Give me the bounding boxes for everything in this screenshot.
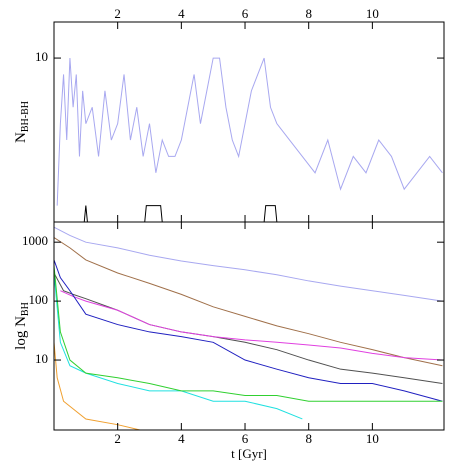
y-axis-label: log NBH (13, 302, 31, 350)
x-tick-label: 2 (114, 6, 121, 21)
series-line (56, 57, 443, 206)
series-line (54, 272, 303, 420)
x-tick-label: 4 (178, 431, 185, 446)
series-line (54, 237, 443, 367)
y-tick-label: 100 (29, 292, 49, 307)
x-tick-label: 2 (114, 431, 121, 446)
y-axis-label-sub: BH (20, 302, 31, 316)
series-line (54, 342, 141, 430)
x-tick-label: 10 (366, 431, 379, 446)
y-axis-label-main: N (13, 132, 29, 143)
x-tick-label: 6 (242, 431, 249, 446)
series-line (54, 265, 443, 402)
series-line (54, 205, 443, 222)
plot-frame (53, 21, 445, 223)
series-line (54, 226, 443, 302)
series-line (60, 290, 443, 361)
y-tick-label: 10 (35, 351, 48, 366)
y-tick-label: 10 (35, 49, 48, 64)
x-tick-label: 8 (305, 431, 312, 446)
y-tick-label: 1000 (22, 233, 48, 248)
y-axis-label-sub: BH-BH (20, 101, 31, 132)
series-line (54, 259, 443, 402)
y-axis-label-main: log N (13, 316, 29, 350)
x-axis-label: t [Gyr] (231, 446, 267, 461)
x-tick-label: 8 (305, 6, 312, 21)
y-axis-label: NBH-BH (13, 101, 31, 143)
x-tick-label: 4 (178, 6, 185, 21)
x-tick-label: 10 (366, 6, 379, 21)
plot-frame (53, 221, 445, 431)
x-tick-label: 6 (242, 6, 249, 21)
series-line (54, 272, 443, 384)
